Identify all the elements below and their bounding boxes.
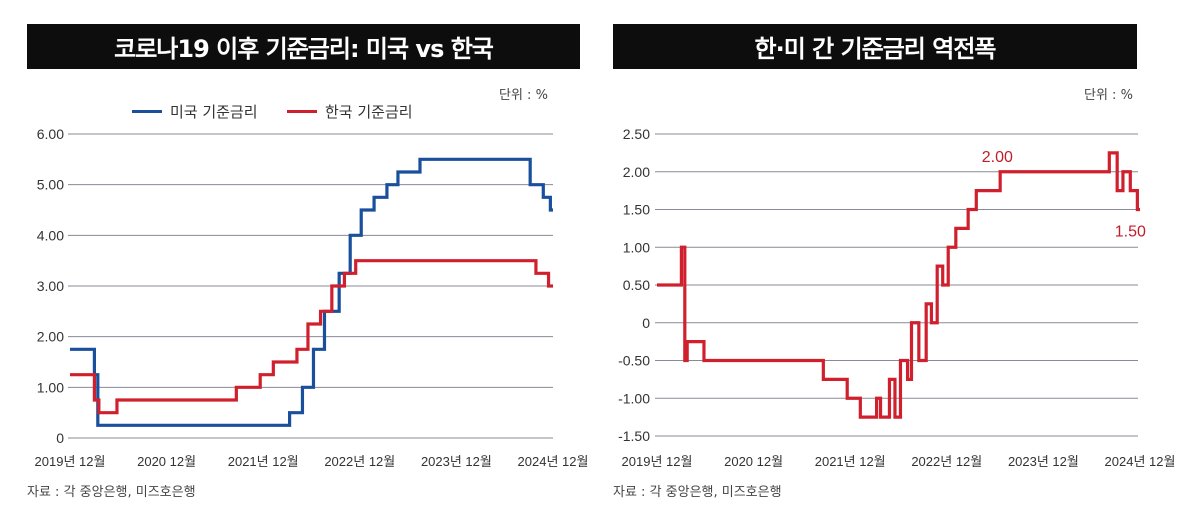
legend-item-us: 미국 기준금리 bbox=[132, 101, 258, 122]
y-tick-label: 0.50 bbox=[623, 277, 650, 293]
right-unit-label: 단위 : % bbox=[1084, 88, 1133, 103]
y-tick-label: 6.00 bbox=[37, 126, 64, 142]
y-tick-label: -0.50 bbox=[618, 353, 650, 369]
legend-item-korea: 한국 기준금리 bbox=[287, 101, 413, 122]
y-tick-label: 5.00 bbox=[37, 177, 64, 193]
y-tick-label: 4.00 bbox=[37, 227, 64, 243]
y-tick-label: 1.50 bbox=[623, 202, 650, 218]
y-tick-label: 2.00 bbox=[623, 164, 650, 180]
data-label: 1.50 bbox=[1115, 224, 1146, 241]
x-tick-label: 2023년 12월 bbox=[421, 454, 492, 469]
y-tick-label: 1.00 bbox=[623, 239, 650, 255]
right-source: 자료 : 각 중앙은행, 미즈호은행 bbox=[613, 485, 782, 500]
legend-label-us: 미국 기준금리 bbox=[170, 103, 258, 121]
y-tick-label: 2.00 bbox=[37, 329, 64, 345]
y-tick-label: 2.50 bbox=[623, 126, 650, 142]
right-chart-title: 한·미 간 기준금리 역전폭 bbox=[613, 24, 1137, 69]
data-label: 2.00 bbox=[982, 149, 1013, 166]
x-tick-label: 2021년 12월 bbox=[228, 454, 299, 469]
series-line-0-0 bbox=[70, 157, 553, 427]
legend-swatch-us bbox=[132, 110, 162, 113]
y-tick-label: -1.00 bbox=[618, 390, 650, 406]
x-tick-label: 2023년 12월 bbox=[1008, 454, 1079, 469]
x-tick-label: 2019년 12월 bbox=[35, 454, 106, 469]
y-tick-label: -1.50 bbox=[618, 428, 650, 444]
series-line-1-0 bbox=[657, 151, 1140, 419]
x-tick-label: 2024년 12월 bbox=[1105, 454, 1176, 469]
x-tick-label: 2022년 12월 bbox=[324, 454, 395, 469]
left-chart-title: 코로나19 이후 기준금리: 미국 vs 한국 bbox=[27, 24, 580, 69]
x-tick-label: 2020 12월 bbox=[724, 454, 783, 469]
y-tick-label: 0 bbox=[642, 315, 650, 331]
x-tick-label: 2022년 12월 bbox=[911, 454, 982, 469]
y-tick-label: 1.00 bbox=[37, 379, 64, 395]
left-source: 자료 : 각 중앙은행, 미즈호은행 bbox=[27, 485, 196, 500]
x-tick-label: 2019년 12월 bbox=[622, 454, 693, 469]
series-line-0-1 bbox=[70, 259, 553, 415]
y-tick-label: 3.00 bbox=[37, 278, 64, 294]
x-tick-label: 2020 12월 bbox=[137, 454, 196, 469]
y-tick-label: 0 bbox=[56, 430, 64, 446]
legend-label-korea: 한국 기준금리 bbox=[325, 103, 413, 121]
legend-swatch-korea bbox=[287, 110, 317, 113]
x-tick-label: 2021년 12월 bbox=[815, 454, 886, 469]
x-tick-label: 2024년 12월 bbox=[518, 454, 589, 469]
left-unit-label: 단위 : % bbox=[499, 88, 548, 103]
